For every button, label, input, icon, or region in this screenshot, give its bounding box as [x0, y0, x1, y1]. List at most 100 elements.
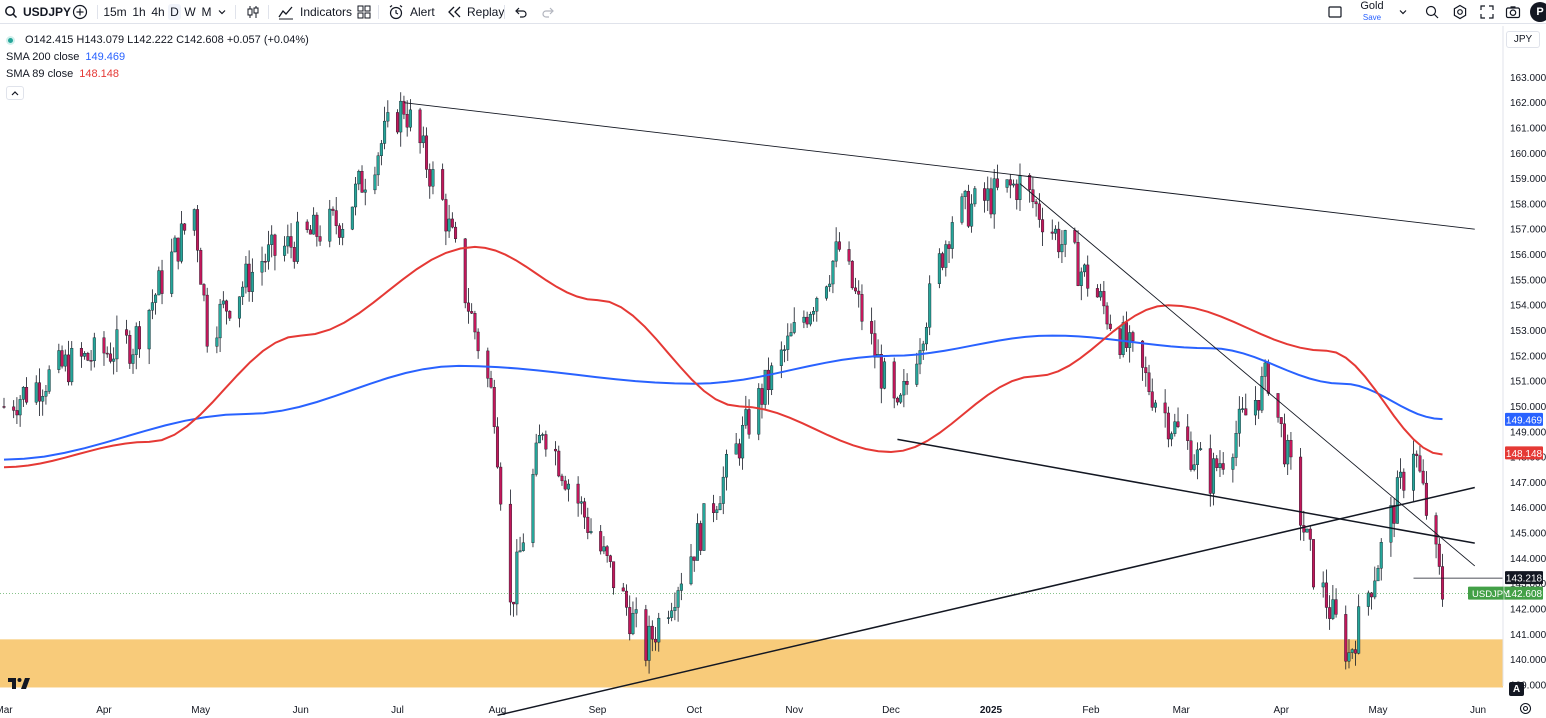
interval-15m[interactable]: 15m — [103, 5, 127, 19]
candle-up — [386, 112, 390, 122]
currency-selector[interactable]: JPY — [1506, 31, 1540, 48]
sma89-price-tag-bg — [1505, 446, 1543, 460]
candle-up — [1389, 505, 1393, 543]
indicators-button[interactable]: Indicators — [278, 0, 352, 24]
redo-button[interactable] — [541, 0, 555, 24]
price-tick-label: 163.000 — [1510, 73, 1546, 84]
candle-up — [431, 169, 435, 187]
candle-up — [1012, 183, 1016, 186]
candle-up — [741, 425, 745, 459]
plan-badge[interactable]: Gold Save — [1352, 0, 1392, 24]
rewind-icon — [446, 4, 462, 20]
candle-up — [789, 332, 793, 337]
candle-down — [337, 225, 341, 238]
profile-button[interactable]: P — [1530, 0, 1546, 24]
candle-up — [283, 245, 287, 256]
settings-button[interactable] — [1452, 0, 1468, 24]
candle-down — [1324, 582, 1328, 608]
candle-down — [137, 326, 141, 350]
candle-down — [599, 531, 603, 552]
candle-up — [992, 178, 996, 215]
candle-up — [218, 303, 222, 339]
interval-dropdown[interactable] — [217, 0, 227, 24]
trendlines-layer[interactable] — [403, 102, 1476, 717]
add-circle-icon — [72, 4, 88, 20]
quick-search-button[interactable] — [1424, 0, 1440, 24]
alert-button[interactable]: Alert — [388, 0, 435, 24]
candle-up — [41, 396, 45, 402]
time-tick-label: Oct — [686, 705, 702, 716]
interval-d[interactable]: D — [168, 4, 181, 20]
symbol-search[interactable]: USDJPY — [4, 0, 71, 24]
sma89-legend[interactable]: SMA 89 close 148.148 — [6, 66, 309, 83]
candle-up — [679, 583, 683, 591]
candle-up — [34, 382, 38, 403]
ohlc-row[interactable]: O142.415 H143.079 L142.222 C142.608 +0.0… — [6, 32, 309, 49]
undo-button[interactable] — [514, 0, 528, 24]
candle-up — [937, 253, 941, 284]
candles-icon — [245, 4, 261, 20]
indicators-icon — [278, 4, 294, 20]
price-tick-label: 156.000 — [1510, 250, 1546, 261]
layout-button[interactable] — [1327, 0, 1343, 24]
price-tick-label: 149.000 — [1510, 427, 1546, 438]
candle-up — [521, 542, 525, 551]
time-tick-label: Jun — [1470, 705, 1486, 716]
toolbar-divider — [97, 5, 98, 19]
candle-up — [376, 155, 380, 176]
time-tick-label: Apr — [1273, 705, 1289, 716]
candle-down — [486, 350, 490, 379]
auto-scale-button[interactable]: A — [1509, 682, 1524, 696]
candle-down — [225, 300, 229, 312]
chart-settings-button[interactable] — [1519, 702, 1532, 718]
fullscreen-button[interactable] — [1479, 0, 1495, 24]
chart-canvas[interactable]: 139.000 140.000 141.000 142.000 143.000 144.0… — [0, 26, 1546, 718]
candle-up — [379, 143, 383, 156]
candle-up — [657, 617, 661, 643]
sma89-label: SMA 89 close — [6, 68, 74, 80]
candle-up — [647, 625, 651, 661]
interval-1h[interactable]: 1h — [132, 5, 146, 19]
candle-up — [157, 270, 161, 296]
candle-down — [508, 503, 512, 603]
candle-up — [1373, 580, 1377, 598]
time-tick-label: Mar — [0, 705, 13, 716]
candle-down — [747, 409, 751, 435]
candle-down — [102, 337, 106, 354]
candle-up — [154, 294, 158, 303]
templates-button[interactable] — [356, 0, 372, 24]
candle-down — [37, 382, 41, 402]
candle-up — [1321, 582, 1325, 588]
candle-down — [247, 263, 251, 292]
candle-up — [1263, 362, 1267, 377]
sma200-legend[interactable]: SMA 200 close 149.469 — [6, 49, 309, 66]
compare-symbol-button[interactable] — [72, 0, 88, 24]
time-tick-label: Nov — [785, 705, 803, 716]
candle-down — [89, 360, 93, 362]
legend-collapse-button[interactable] — [6, 84, 309, 101]
candle-up — [589, 531, 593, 533]
candle-up — [734, 443, 738, 455]
plan-dropdown[interactable] — [1398, 0, 1408, 24]
candle-down — [1437, 543, 1441, 567]
tradingview-logo — [8, 676, 32, 695]
interval-m[interactable]: M — [201, 5, 212, 19]
candle-up — [763, 369, 767, 405]
price-lines-layer — [0, 577, 1503, 594]
candle-down — [444, 199, 448, 232]
interval-4h[interactable]: 4h — [151, 5, 165, 19]
candle-down — [1144, 367, 1148, 374]
chart-type-button[interactable] — [245, 0, 261, 24]
interval-w[interactable]: W — [184, 5, 196, 19]
candle-down — [292, 247, 296, 262]
candle-up — [408, 109, 412, 128]
time-tick-label: May — [1369, 705, 1388, 716]
candle-up — [241, 286, 245, 297]
plan-label: Gold — [1360, 0, 1384, 12]
candle-down — [176, 237, 180, 262]
candle-down — [1312, 539, 1316, 588]
snapshot-button[interactable] — [1505, 0, 1521, 24]
replay-button[interactable]: Replay — [446, 0, 504, 24]
candle-down — [1208, 448, 1212, 494]
candle-up — [1253, 400, 1257, 416]
